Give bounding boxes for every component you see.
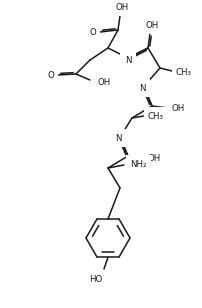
Text: OH: OH <box>145 21 159 30</box>
Text: NH₂: NH₂ <box>130 160 146 168</box>
Text: OH: OH <box>115 3 129 12</box>
Text: HO: HO <box>89 275 103 284</box>
Text: OH: OH <box>98 78 111 87</box>
Text: OH: OH <box>148 153 161 163</box>
Text: CH₃: CH₃ <box>148 111 164 120</box>
Text: N: N <box>115 133 121 143</box>
Text: OH: OH <box>172 103 185 112</box>
Text: O: O <box>89 27 96 37</box>
Text: N: N <box>125 55 131 64</box>
Text: N: N <box>139 83 145 92</box>
Text: O: O <box>47 71 54 79</box>
Text: CH₃: CH₃ <box>176 67 192 76</box>
